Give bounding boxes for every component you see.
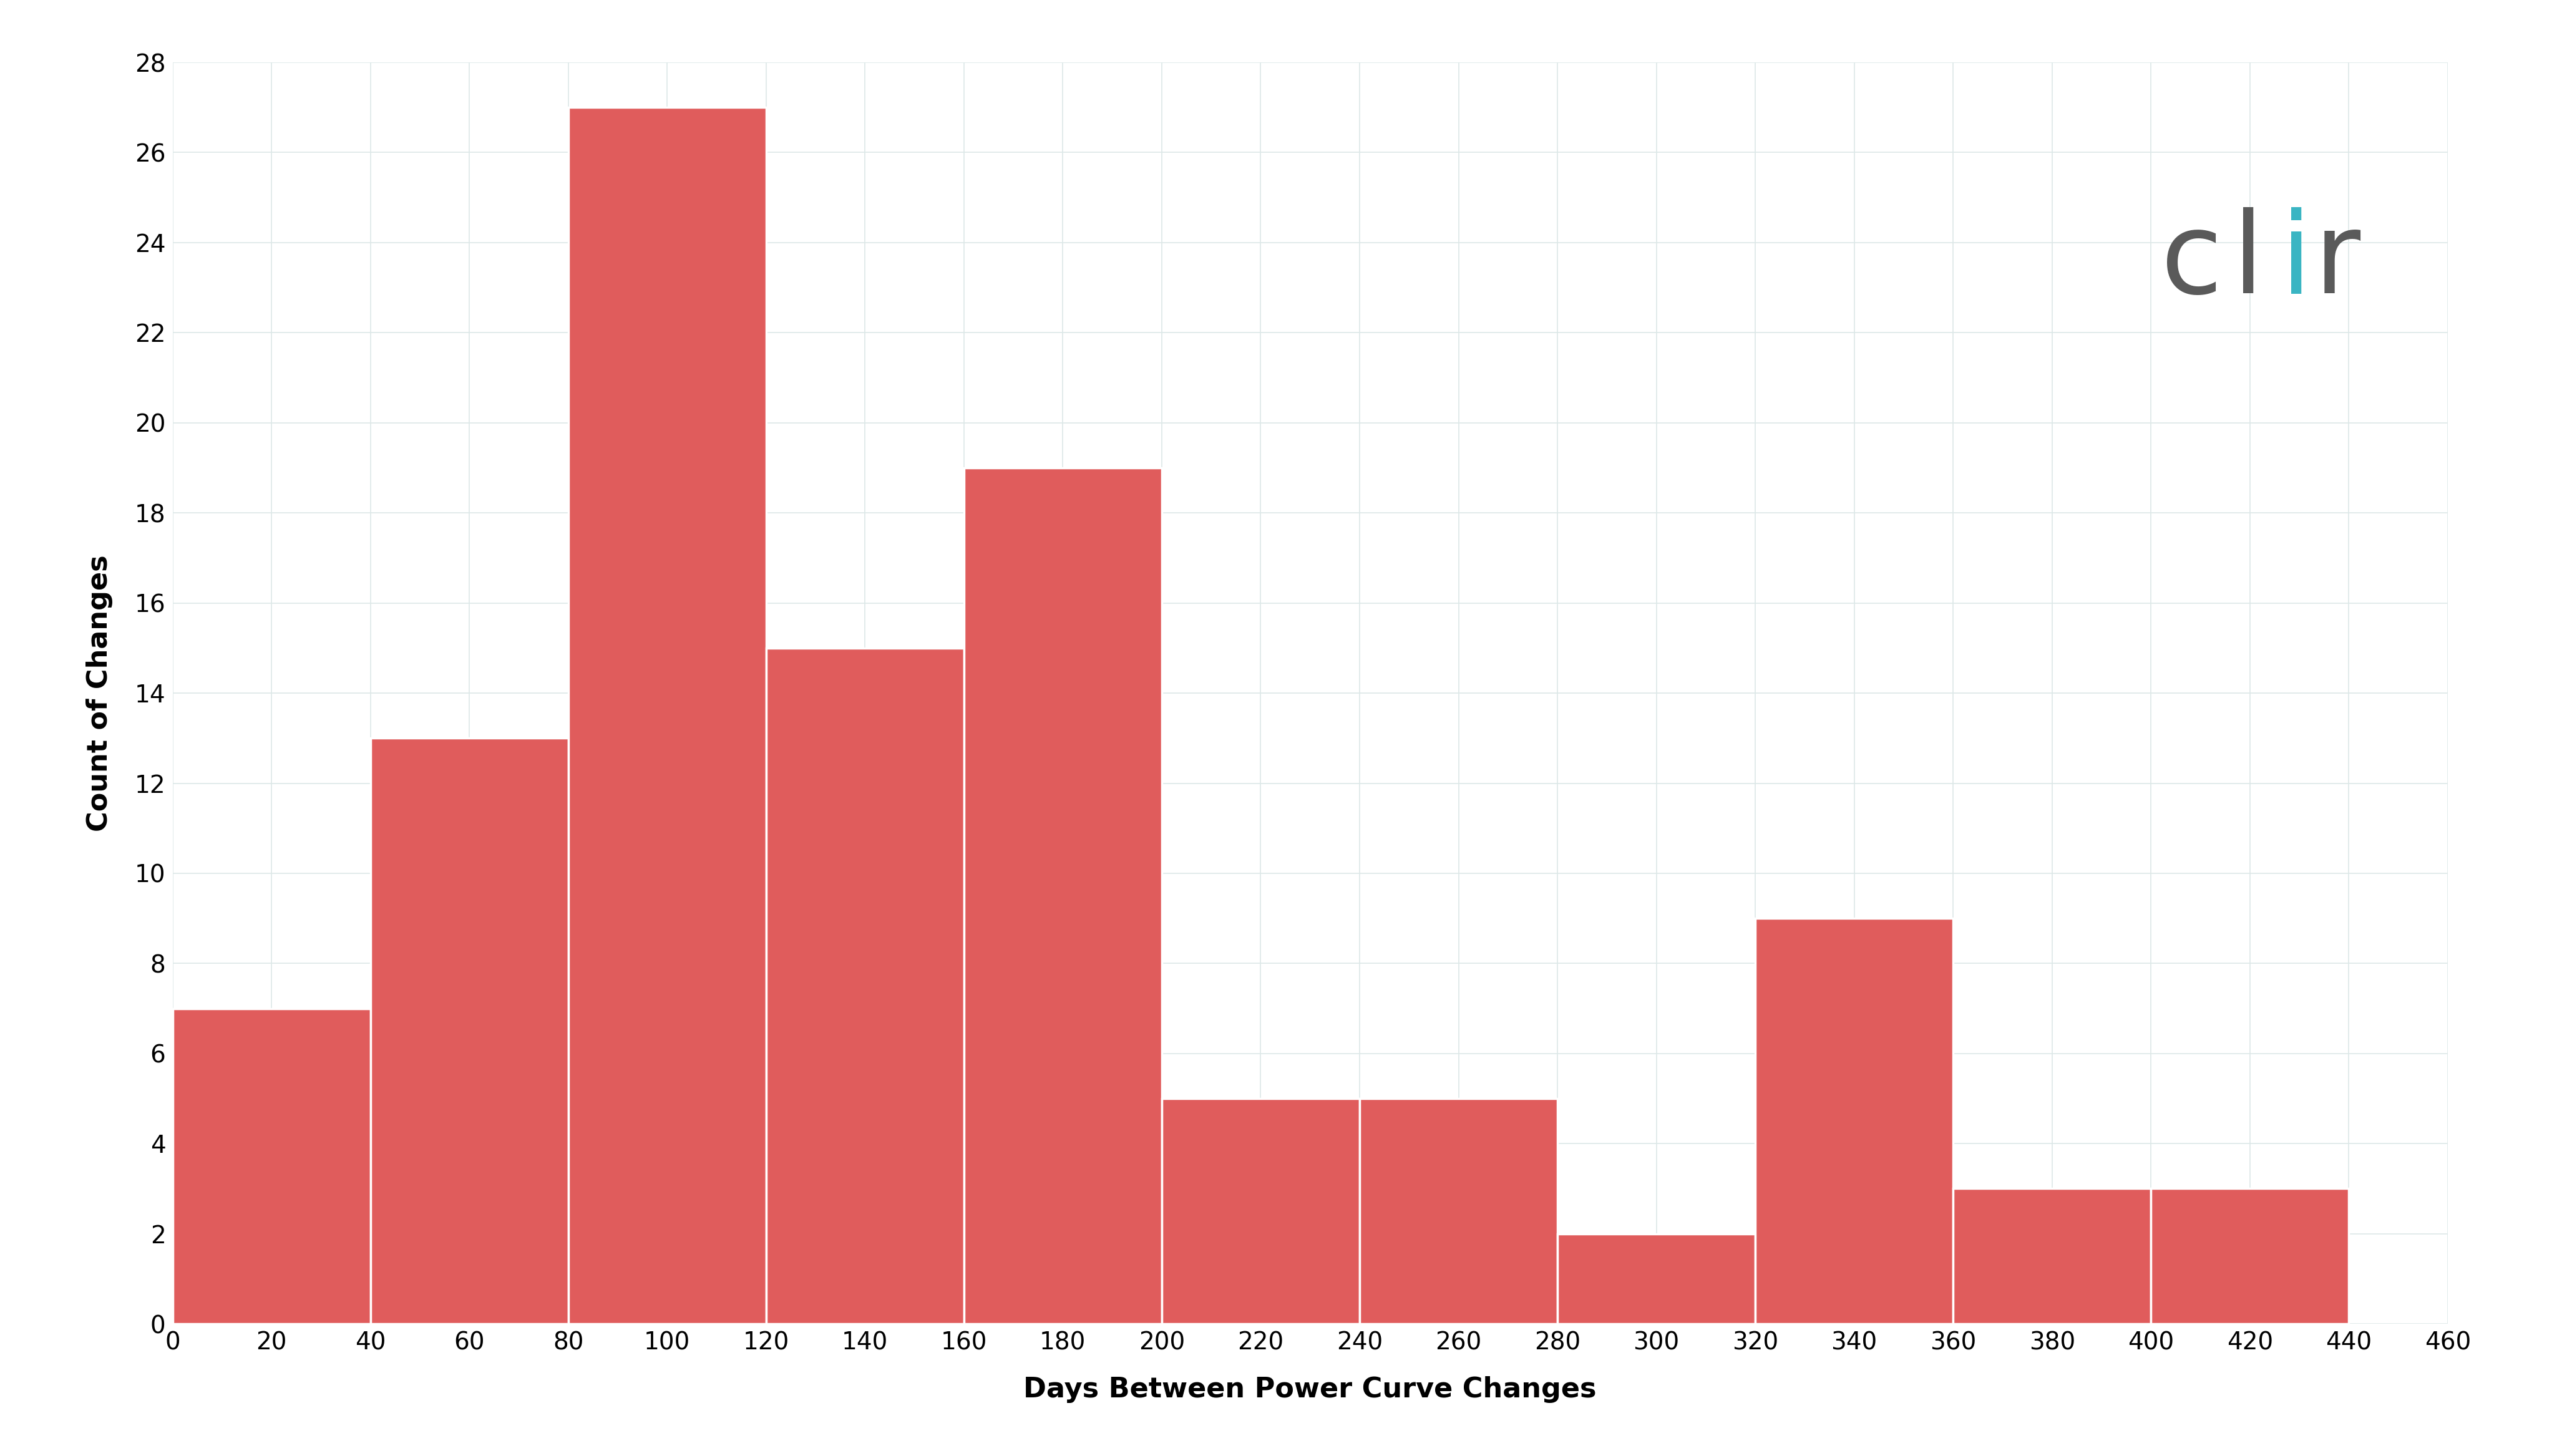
Bar [767, 648, 964, 1324]
Text: r: r [2314, 207, 2360, 317]
Bar [1360, 1099, 1557, 1324]
Bar [1557, 1233, 1754, 1324]
Text: i: i [2281, 207, 2312, 317]
Text: l: l [2232, 207, 2263, 317]
X-axis label: Days Between Power Curve Changes: Days Between Power Curve Changes [1023, 1376, 1596, 1404]
Bar [171, 1009, 371, 1324]
Text: c: c [2161, 207, 2222, 317]
Bar [964, 467, 1161, 1324]
Bar [1954, 1188, 2150, 1324]
Bar [2150, 1188, 2350, 1324]
Y-axis label: Count of Changes: Count of Changes [87, 555, 113, 831]
Bar [568, 108, 767, 1324]
Bar [1754, 919, 1954, 1324]
Bar [1161, 1099, 1360, 1324]
Bar [371, 738, 568, 1324]
